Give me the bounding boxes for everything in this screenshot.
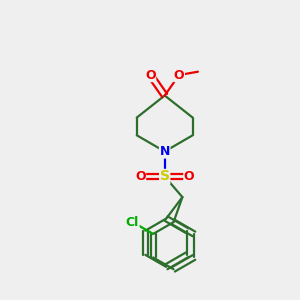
Text: O: O	[135, 170, 146, 183]
Text: N: N	[160, 145, 170, 158]
Text: O: O	[184, 170, 194, 183]
Text: Cl: Cl	[126, 216, 139, 229]
Text: O: O	[174, 68, 184, 82]
Text: S: S	[160, 169, 170, 184]
Polygon shape	[133, 210, 199, 276]
Polygon shape	[171, 194, 197, 212]
Text: O: O	[145, 68, 156, 82]
